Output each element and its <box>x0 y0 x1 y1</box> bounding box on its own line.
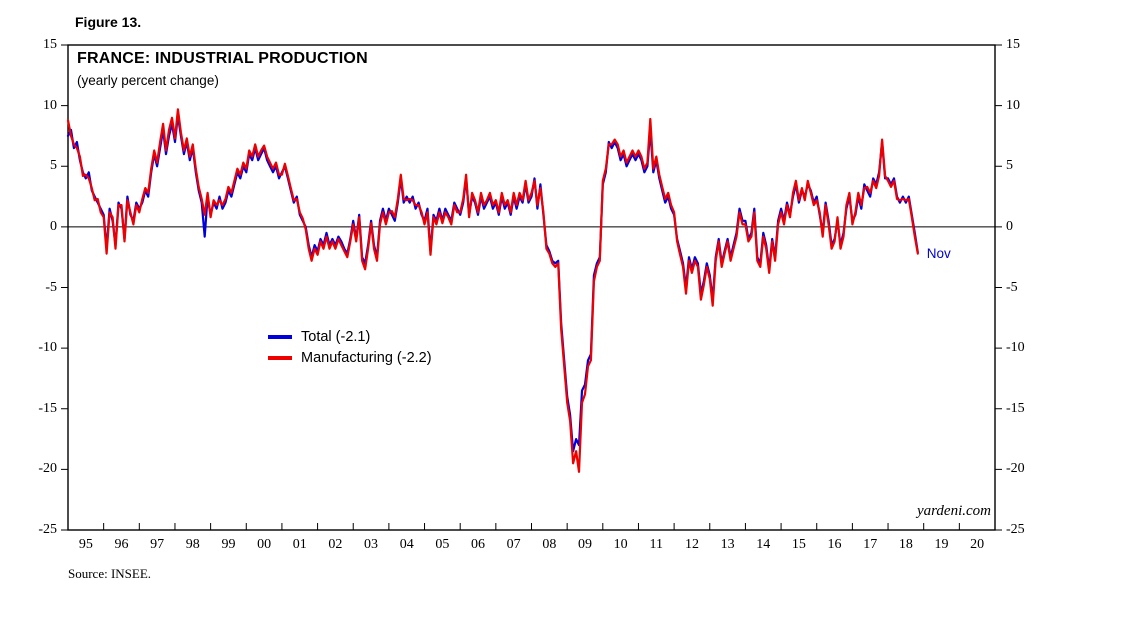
x-tick-label: 10 <box>613 537 628 552</box>
legend-item-manufacturing: Manufacturing (-2.2) <box>268 347 432 368</box>
manufacturing-line-swatch <box>268 355 292 360</box>
y-tick-label-left: 5 <box>50 158 57 174</box>
legend-label-total: Total (-2.1) <box>301 328 371 345</box>
y-tick-label-left: 15 <box>43 37 57 52</box>
legend-item-total: Total (-2.1) <box>268 326 432 347</box>
x-tick-label: 04 <box>399 537 414 552</box>
y-tick-label-right: 5 <box>1006 158 1013 174</box>
y-tick-label-left: -25 <box>38 522 57 537</box>
x-tick-label: 01 <box>292 537 307 552</box>
figure-label: Figure 13. <box>75 14 142 30</box>
y-tick-label-right: -10 <box>1006 340 1025 356</box>
x-tick-label: 19 <box>934 537 949 552</box>
x-tick-label: 00 <box>257 537 272 552</box>
x-tick-label: 12 <box>684 537 699 552</box>
x-tick-label: 08 <box>542 537 557 552</box>
y-tick-label-right: -15 <box>1006 400 1025 416</box>
x-tick-label: 02 <box>328 537 343 552</box>
watermark: yardeni.com <box>916 503 991 519</box>
last-point-label: Nov <box>926 245 951 261</box>
x-tick-label: 20 <box>970 537 985 552</box>
x-tick-label: 09 <box>577 537 592 552</box>
x-tick-label: 11 <box>649 537 664 552</box>
x-tick-label: 18 <box>898 537 913 552</box>
x-tick-label: 98 <box>185 537 200 552</box>
y-tick-label-right: -20 <box>1006 461 1025 477</box>
chart-title: FRANCE: INDUSTRIAL PRODUCTION <box>77 50 368 67</box>
x-tick-label: 13 <box>720 537 735 552</box>
y-tick-label-right: 0 <box>1006 218 1013 234</box>
y-tick-label-right: -25 <box>1006 522 1025 537</box>
source-note: Source: INSEE. <box>68 566 152 581</box>
x-tick-label: 07 <box>506 537 521 552</box>
x-tick-label: 99 <box>221 537 236 552</box>
x-tick-label: 03 <box>364 537 379 552</box>
x-tick-label: 96 <box>114 537 129 552</box>
x-tick-label: 15 <box>791 537 806 552</box>
y-tick-label-left: -10 <box>38 340 57 356</box>
y-tick-label-right: 15 <box>1006 37 1020 52</box>
x-tick-label: 16 <box>827 537 842 552</box>
y-tick-label-left: -20 <box>38 461 57 477</box>
x-tick-label: 05 <box>435 537 450 552</box>
x-tick-label: 95 <box>78 537 93 552</box>
total-line-swatch <box>268 334 292 339</box>
y-tick-label-right: 10 <box>1006 97 1020 113</box>
x-tick-label: 17 <box>863 537 878 552</box>
y-tick-label-right: -5 <box>1006 279 1018 295</box>
chart-subtitle: (yearly percent change) <box>77 73 219 88</box>
y-tick-label-left: 10 <box>43 97 57 113</box>
x-tick-label: 97 <box>150 537 165 552</box>
legend: Total (-2.1) Manufacturing (-2.2) <box>268 326 432 368</box>
y-tick-label-left: 0 <box>50 218 57 234</box>
y-tick-label-left: -5 <box>45 279 57 295</box>
x-tick-label: 14 <box>756 537 771 552</box>
y-tick-label-left: -15 <box>38 400 57 416</box>
legend-label-manufacturing: Manufacturing (-2.2) <box>301 349 432 366</box>
x-tick-label: 06 <box>471 537 486 552</box>
